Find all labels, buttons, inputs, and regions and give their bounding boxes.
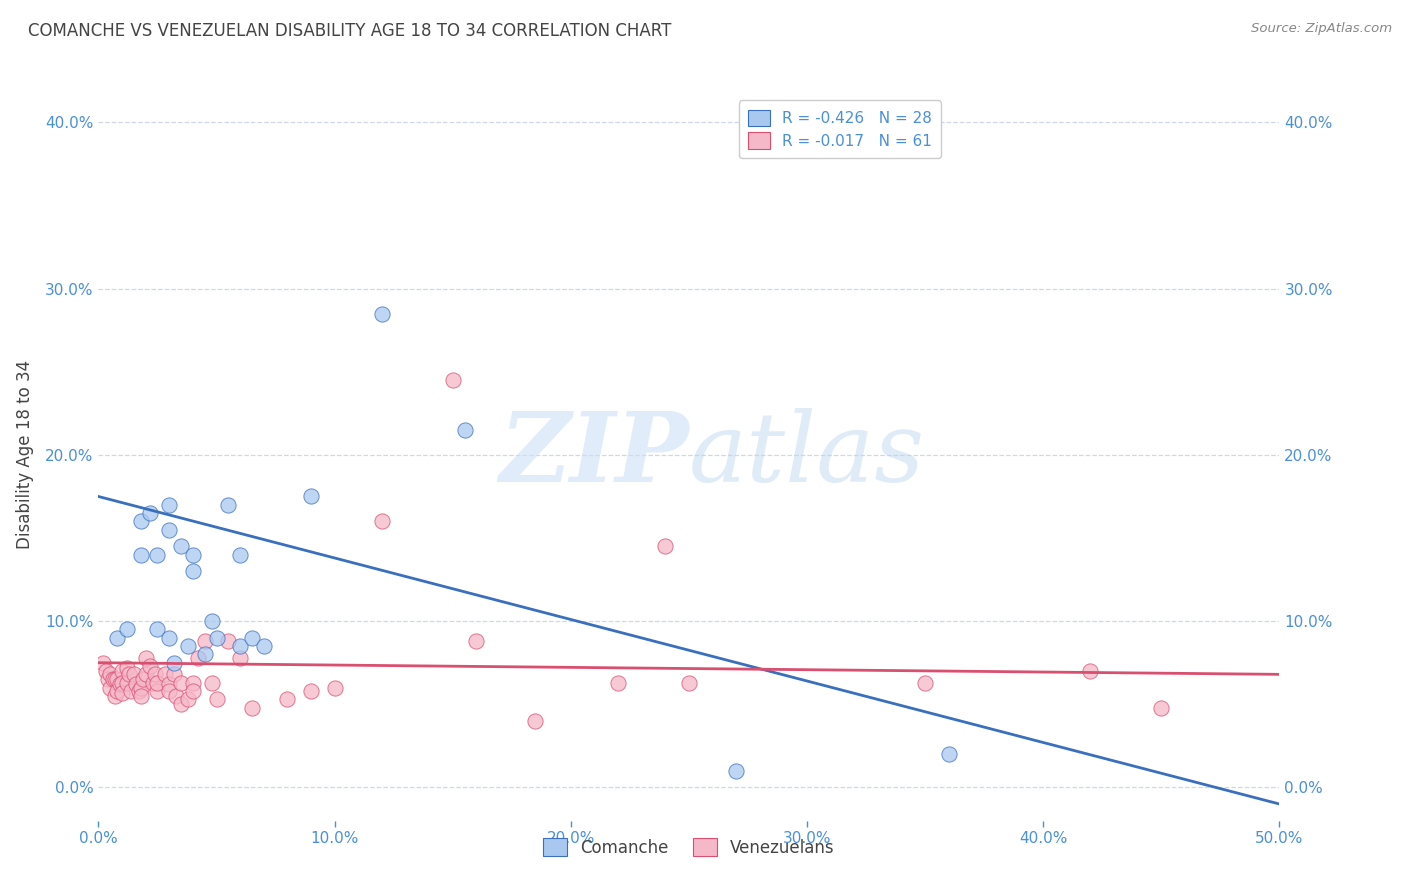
Point — [98, 681, 121, 695]
Point — [441, 373, 464, 387]
Text: ZIP: ZIP — [499, 408, 689, 502]
Point — [143, 667, 166, 681]
Point — [146, 684, 169, 698]
Point — [129, 681, 152, 695]
Point — [163, 656, 186, 670]
Point — [125, 677, 148, 691]
Point — [97, 673, 120, 687]
Point — [121, 684, 143, 698]
Point — [105, 673, 128, 687]
Point — [299, 490, 322, 504]
Point — [146, 548, 169, 562]
Point — [240, 631, 263, 645]
Point — [135, 667, 157, 681]
Point — [371, 307, 394, 321]
Point — [146, 623, 169, 637]
Point — [122, 667, 145, 681]
Point — [132, 673, 155, 687]
Text: Source: ZipAtlas.com: Source: ZipAtlas.com — [1251, 22, 1392, 36]
Point — [111, 685, 134, 699]
Point — [170, 539, 193, 553]
Point — [194, 648, 217, 662]
Point — [240, 700, 263, 714]
Point — [938, 747, 960, 761]
Point — [129, 689, 152, 703]
Point — [128, 684, 150, 698]
Point — [157, 677, 180, 691]
Point — [181, 684, 204, 698]
Point — [146, 675, 169, 690]
Point — [229, 548, 252, 562]
Point — [323, 681, 346, 695]
Point — [104, 689, 127, 703]
Point — [170, 698, 193, 712]
Point — [1080, 664, 1102, 678]
Point — [157, 498, 180, 512]
Point — [118, 667, 141, 681]
Legend: Comanche, Venezuelans: Comanche, Venezuelans — [537, 831, 841, 863]
Point — [153, 667, 176, 681]
Point — [94, 664, 117, 678]
Point — [177, 692, 200, 706]
Point — [253, 639, 276, 653]
Point — [201, 614, 224, 628]
Point — [170, 675, 193, 690]
Point — [115, 623, 138, 637]
Point — [129, 548, 152, 562]
Point — [299, 684, 322, 698]
Point — [453, 423, 475, 437]
Point — [111, 675, 134, 690]
Point — [177, 639, 200, 653]
Point — [104, 673, 127, 687]
Point — [129, 515, 152, 529]
Point — [135, 650, 157, 665]
Point — [229, 639, 252, 653]
Point — [181, 548, 204, 562]
Text: atlas: atlas — [689, 408, 925, 502]
Point — [181, 564, 204, 578]
Point — [108, 677, 131, 691]
Point — [607, 675, 630, 690]
Point — [91, 656, 114, 670]
Point — [217, 498, 239, 512]
Point — [139, 659, 162, 673]
Point — [139, 506, 162, 520]
Point — [371, 515, 394, 529]
Point — [229, 650, 252, 665]
Point — [276, 692, 298, 706]
Point — [98, 667, 121, 681]
Point — [678, 675, 700, 690]
Point — [524, 714, 547, 728]
Y-axis label: Disability Age 18 to 34: Disability Age 18 to 34 — [15, 360, 34, 549]
Point — [163, 667, 186, 681]
Point — [205, 692, 228, 706]
Point — [187, 650, 209, 665]
Point — [115, 661, 138, 675]
Point — [1150, 700, 1173, 714]
Point — [725, 764, 748, 778]
Point — [157, 523, 180, 537]
Point — [654, 539, 676, 553]
Point — [914, 675, 936, 690]
Text: COMANCHE VS VENEZUELAN DISABILITY AGE 18 TO 34 CORRELATION CHART: COMANCHE VS VENEZUELAN DISABILITY AGE 18… — [28, 22, 672, 40]
Point — [157, 631, 180, 645]
Point — [165, 689, 187, 703]
Point — [181, 675, 204, 690]
Point — [217, 634, 239, 648]
Point — [157, 684, 180, 698]
Point — [194, 634, 217, 648]
Point — [201, 675, 224, 690]
Point — [115, 675, 138, 690]
Point — [105, 631, 128, 645]
Point — [101, 673, 124, 687]
Point — [142, 675, 165, 690]
Point — [105, 684, 128, 698]
Point — [465, 634, 488, 648]
Point — [111, 664, 134, 678]
Point — [205, 631, 228, 645]
